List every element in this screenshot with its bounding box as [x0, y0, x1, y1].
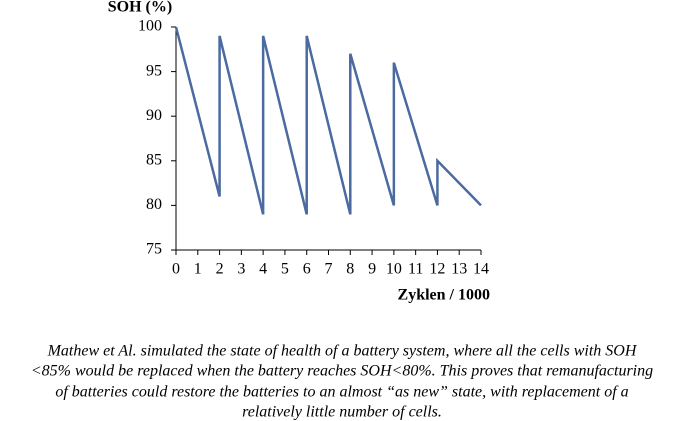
- x-tick-label: 3: [237, 261, 245, 278]
- x-tick-label: 2: [216, 261, 224, 278]
- caption-line: relatively little number of cells.: [242, 404, 442, 421]
- x-tick-label: 13: [451, 261, 467, 278]
- x-tick-label: 7: [325, 261, 333, 278]
- x-tick-label: 0: [172, 261, 180, 278]
- x-tick-label: 1: [194, 261, 202, 278]
- caption-line: of batteries could restore the batteries…: [55, 384, 628, 401]
- y-tick-label: 75: [146, 241, 162, 258]
- caption: Mathew et Al. simulated the state of hea…: [31, 343, 653, 421]
- caption-line: <85% would be replaced when the battery …: [31, 363, 653, 380]
- x-tick-label: 9: [368, 261, 376, 278]
- y-tick-label: 80: [146, 196, 162, 213]
- x-tick-label: 5: [281, 261, 289, 278]
- line-series: [174, 26, 482, 215]
- y-tick-label: 100: [138, 18, 162, 35]
- y-axis-label: SOH (%): [108, 0, 172, 16]
- y-tick-label: 85: [146, 151, 162, 168]
- x-tick-label: 12: [429, 261, 445, 278]
- y-tick-label: 95: [146, 62, 162, 79]
- x-tick-label: 8: [346, 261, 354, 278]
- caption-line: Mathew et Al. simulated the state of hea…: [47, 343, 638, 360]
- x-axis-label: Zyklen / 1000: [398, 287, 490, 304]
- x-tick-label: 14: [473, 261, 489, 278]
- x-tick-label: 6: [303, 261, 311, 278]
- x-tick-label: 10: [386, 261, 402, 278]
- y-tick-label: 90: [146, 107, 162, 124]
- x-tick-label: 11: [408, 261, 423, 278]
- x-tick-label: 4: [259, 261, 267, 278]
